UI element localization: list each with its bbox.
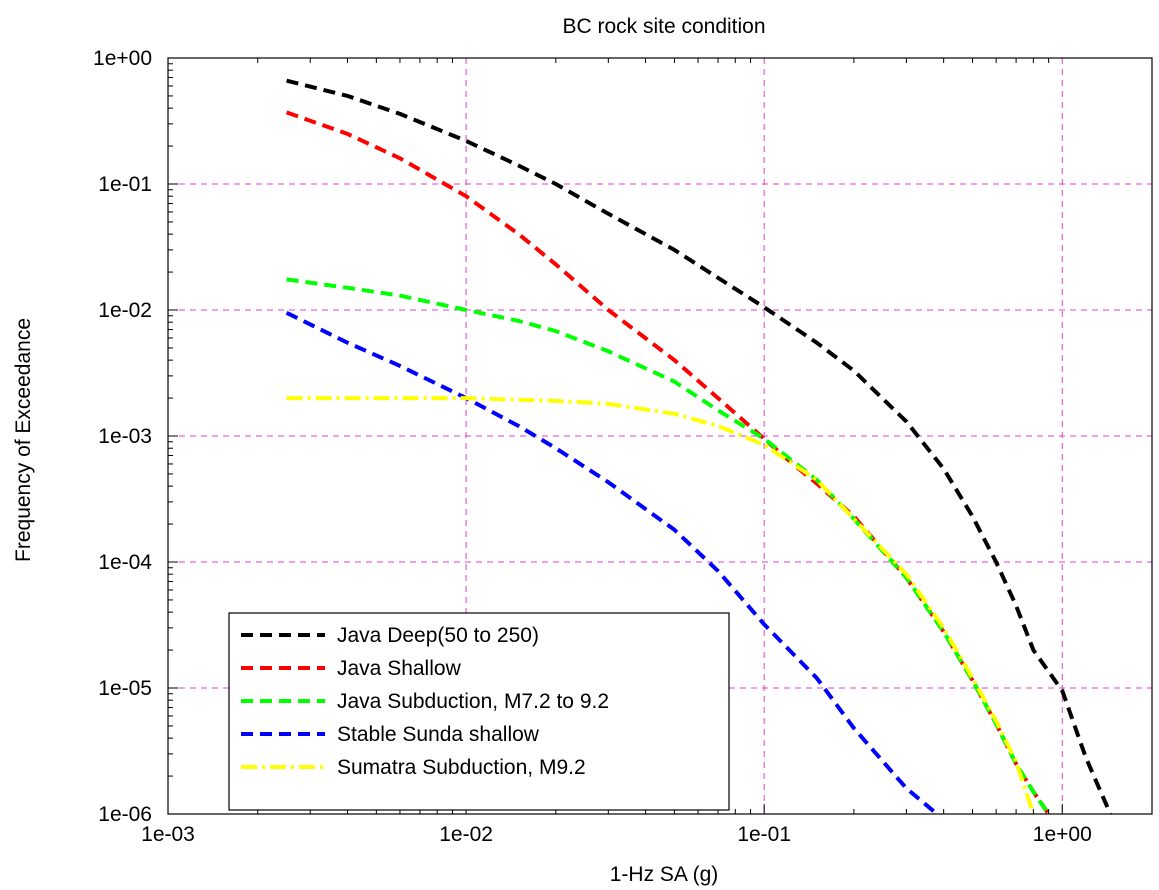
x-tick-label: 1e+00	[1033, 823, 1092, 846]
x-tick-label: 1e-01	[737, 823, 791, 846]
x-tick-label: 1e-03	[141, 823, 195, 846]
legend-entry: Java Subduction, M7.2 to 9.2	[337, 690, 609, 713]
y-tick-label: 1e-03	[98, 425, 152, 448]
series-line-5	[286, 396, 1036, 815]
y-tick-label: 1e-06	[98, 803, 152, 826]
x-axis-label: 1-Hz SA (g)	[610, 863, 719, 886]
x-tick-labels: 1e-03 1e-02 1e-01 1e+00	[141, 823, 1092, 846]
legend-entry: Sumatra Subduction, M9.2	[337, 756, 586, 779]
series-line-2	[285, 110, 1051, 816]
legend-entry: Java Deep(50 to 250)	[337, 624, 539, 647]
legend-box	[228, 612, 730, 811]
legend: Java Deep(50 to 250) Java Shallow Java Sub…	[228, 612, 730, 811]
y-tick-label: 1e-01	[98, 173, 152, 196]
x-tick-label: 1e-02	[439, 823, 493, 846]
series-line-4	[285, 311, 939, 816]
series-line-1	[286, 78, 1113, 815]
y-tick-label: 1e-04	[98, 551, 152, 574]
y-tick-label: 1e+00	[93, 47, 152, 70]
y-tick-label: 1e-05	[98, 677, 152, 700]
legend-entry: Java Shallow	[337, 657, 462, 680]
chart-title: BC rock site condition	[562, 15, 765, 38]
y-axis-label: Frequency of Exceedance	[12, 318, 35, 562]
legend-entry: Stable Sunda shallow	[337, 723, 540, 746]
y-tick-labels: 1e+00 1e-01 1e-02 1e-03 1e-04 1e-05 1e-06	[93, 47, 152, 826]
series-group	[285, 78, 1113, 816]
y-tick-label: 1e-02	[98, 299, 152, 322]
